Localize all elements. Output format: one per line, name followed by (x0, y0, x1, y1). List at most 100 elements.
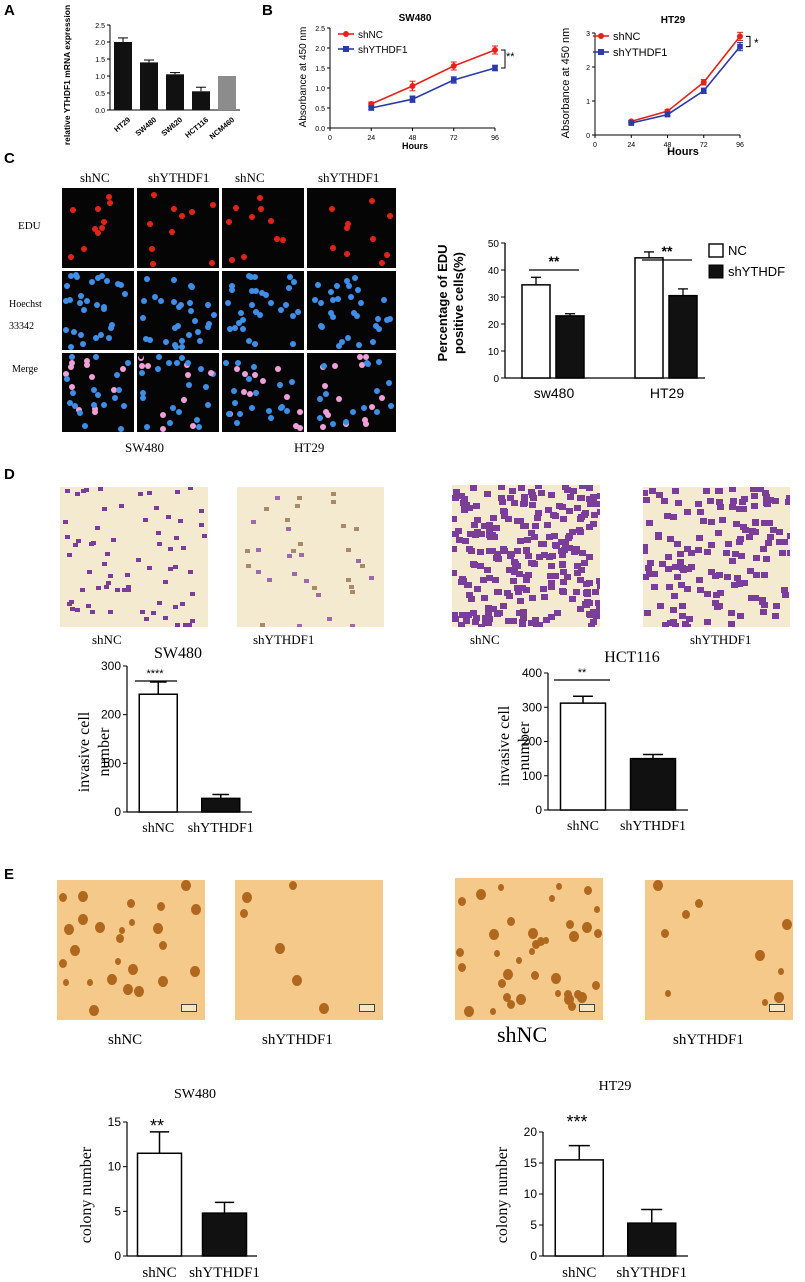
transwell-image (237, 487, 384, 627)
e-image-label-1: shNC (108, 1032, 143, 1048)
bar (668, 294, 698, 379)
y-tick-label: 300 (522, 700, 542, 714)
x-tick-label: 24 (367, 135, 375, 142)
y-axis-label: colony number (78, 1146, 95, 1243)
significance-marker: ** (549, 253, 560, 269)
bar (218, 76, 236, 110)
d-image-label-3: shNC (470, 632, 500, 647)
scale-bar (769, 1004, 785, 1012)
panel-letter-d: D (4, 466, 15, 483)
panel-letter-c: C (4, 150, 15, 167)
y-tick-label: 100 (522, 769, 542, 783)
e-image-label-3: shNC (497, 1022, 548, 1047)
y-tick-label: 5 (530, 1218, 537, 1232)
category-label: shNC (567, 819, 599, 834)
legend-shnc: shNC (613, 31, 641, 43)
panel-a-ylabel: relative YTHDF1 mRNA expression (62, 5, 72, 145)
category-label: shYTHDF1 (620, 819, 686, 834)
y-tick-label: 1.5 (95, 57, 105, 64)
d-image-label-2: shYTHDF1 (253, 632, 315, 647)
col-label-2: shYTHDF1 (148, 170, 210, 185)
significance-marker: *** (566, 1112, 587, 1132)
legend-shythdf1: shYTHDF1 (358, 45, 408, 56)
cell-nuclei (309, 355, 313, 359)
edu-image (307, 188, 396, 268)
significance-bracket (501, 49, 506, 69)
edu-image (62, 188, 134, 268)
x-tick-label: 0 (328, 135, 332, 142)
bar (192, 91, 210, 110)
y-tick-label: 0 (114, 805, 121, 819)
bar (138, 693, 178, 813)
transwell-image (60, 487, 208, 627)
colony-image (57, 880, 205, 1020)
y-tick-label: 10 (488, 347, 500, 358)
y-tick-label: 3 (586, 31, 590, 38)
category-label: shYTHDF1 (616, 1265, 687, 1281)
cell-nuclei (139, 273, 143, 277)
y-tick-label: 10 (524, 1187, 538, 1201)
y-axis-label: invasive cell number (496, 705, 533, 786)
data-point (492, 47, 498, 53)
col-label-4: shYTHDF1 (318, 170, 380, 185)
y-tick-label: 15 (108, 1115, 122, 1129)
scale-bar (181, 1004, 197, 1012)
y-tick-label: 2 (586, 65, 590, 72)
legend-marker (343, 46, 349, 52)
bar (201, 797, 241, 813)
y-tick-label: 0.0 (315, 126, 325, 133)
legend-shythdf: shYTHDF (728, 264, 785, 279)
significance-marker: ** (506, 51, 515, 63)
panel-a-chart: relative YTHDF1 mRNA expression 0.0 0.5 1.… (62, 5, 240, 145)
bar (554, 1159, 604, 1257)
group-label-sw480: SW480 (125, 440, 164, 455)
y-tick-label: 20 (524, 1125, 538, 1139)
y-axis-label-line1: Percentage of EDU (435, 244, 450, 361)
legend-swatch-nc (708, 243, 724, 258)
stained-cells (643, 487, 646, 489)
chart-title: HT29 (599, 1079, 632, 1094)
cell-nuclei (309, 190, 313, 194)
category-label: SW620 (160, 115, 185, 138)
series-line (631, 46, 741, 124)
category-label: NCM460 (208, 115, 236, 141)
y-tick-label: 20 (488, 320, 500, 331)
significance-marker: ** (150, 1116, 164, 1136)
merge-image (137, 353, 219, 432)
data-point (664, 111, 671, 118)
group-label-ht29: HT29 (294, 440, 325, 455)
hoechst-image (222, 271, 304, 350)
y-tick-label: 400 (522, 666, 542, 680)
transwell-image (452, 485, 600, 627)
chart-title: HCT116 (604, 649, 659, 666)
data-point (409, 83, 416, 89)
series-line (371, 67, 496, 109)
x-tick-label: 96 (491, 135, 499, 142)
y-tick-label: 1 (586, 99, 590, 106)
colonies (237, 882, 241, 887)
y-tick-label: 5 (114, 1204, 121, 1218)
stained-cells (237, 487, 240, 489)
data-point (368, 105, 375, 111)
y-tick-label: 1.0 (315, 86, 325, 93)
y-tick-label: 40 (488, 266, 500, 277)
y-tick-label: 0 (535, 803, 542, 817)
y-axis-label: Absorbance at 450 nm (560, 28, 572, 139)
category-label: shYTHDF1 (188, 821, 254, 836)
y-tick-label: 200 (101, 708, 121, 722)
panel-c-edu-chart: Percentage of EDUpositive cells(%) NC sh… (435, 239, 785, 401)
x-axis-label: Hours (667, 146, 699, 158)
e-image-label-4: shYTHDF1 (673, 1032, 744, 1048)
panel-d-chart-sw480: SW480 invasive cell number 0 100 200 300 shNC… (76, 645, 254, 836)
category-label: shNC (142, 1265, 176, 1281)
category-label: sw480 (534, 385, 575, 401)
row-label-merge: Merge (12, 364, 38, 375)
bar (559, 702, 607, 811)
y-axis-label-line2: number (96, 727, 113, 777)
y-tick-label: 1.0 (95, 74, 105, 81)
hoechst-image (307, 271, 396, 350)
cell-nuclei (64, 273, 68, 277)
y-tick-label: 0 (493, 374, 499, 385)
panel-d-chart-hct116: HCT116 invasive cell number 0 100 200 300 400… (496, 649, 688, 834)
data-point (737, 43, 743, 50)
